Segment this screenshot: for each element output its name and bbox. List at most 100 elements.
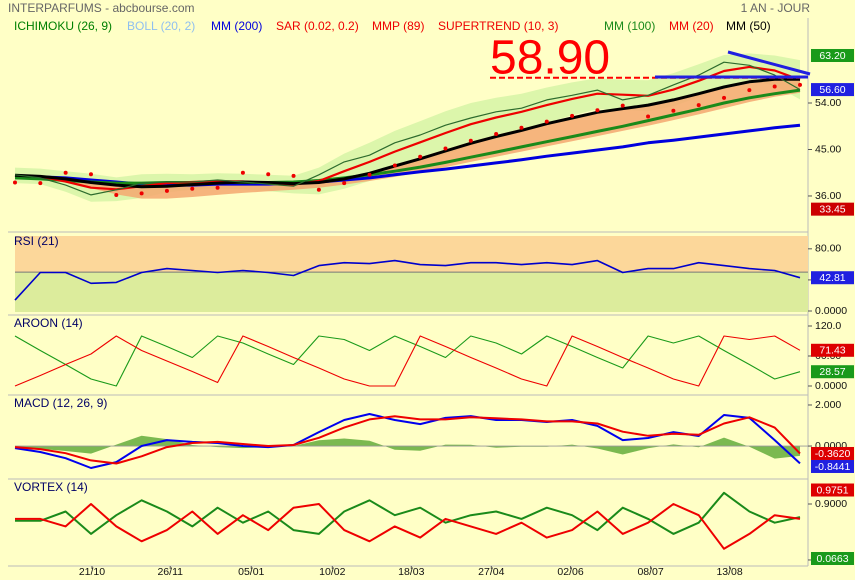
legend-entry: MM (50) bbox=[726, 19, 771, 33]
x-tick-label: 21/10 bbox=[79, 566, 105, 578]
value-box-label: 56.60 bbox=[819, 84, 845, 96]
sar-dot bbox=[215, 185, 220, 190]
y-tick-label: 54.00 bbox=[815, 97, 841, 109]
sar-dot bbox=[646, 114, 651, 119]
y-tick-label: 0.0000 bbox=[815, 380, 847, 392]
x-tick-label: 13/08 bbox=[716, 566, 742, 578]
sar-dot bbox=[240, 170, 245, 175]
header-period: 1 AN - JOUR bbox=[741, 1, 811, 15]
value-box bbox=[811, 343, 854, 357]
series-line bbox=[14, 335, 801, 387]
sar-dot bbox=[519, 125, 524, 130]
sar-dot bbox=[798, 82, 802, 87]
sar-dot bbox=[722, 95, 727, 100]
sar-dot bbox=[13, 180, 17, 185]
value-box-label: 71.43 bbox=[819, 345, 845, 357]
y-tick-label: 45.00 bbox=[815, 143, 841, 155]
sar-dot bbox=[494, 132, 499, 136]
sar-dot bbox=[316, 187, 321, 192]
x-tick-label: 02/06 bbox=[557, 566, 583, 578]
x-tick-label: 18/03 bbox=[398, 566, 424, 578]
y-tick-label: 2.000 bbox=[815, 399, 841, 411]
panel-title: AROON (14) bbox=[14, 316, 83, 330]
annotation-text: 58.90 bbox=[490, 31, 610, 84]
series-line bbox=[15, 503, 801, 550]
sar-dot bbox=[38, 181, 43, 186]
panel-title: RSI (21) bbox=[14, 234, 59, 248]
sar-dot bbox=[620, 103, 625, 108]
legend-entry: MM (20) bbox=[669, 19, 714, 33]
sar-dot bbox=[418, 154, 423, 159]
value-box bbox=[811, 446, 854, 460]
sar-dot bbox=[164, 188, 169, 193]
zone-lower bbox=[15, 272, 808, 312]
sar-dot bbox=[190, 186, 195, 191]
sar-dot bbox=[291, 173, 296, 178]
sar-dot bbox=[570, 113, 575, 118]
value-box-label: -0.3620 bbox=[815, 448, 851, 460]
value-box bbox=[811, 552, 854, 565]
series-line bbox=[14, 259, 801, 301]
panel-title: VORTEX (14) bbox=[14, 480, 88, 494]
sar-dot bbox=[696, 103, 701, 108]
value-box-label: 42.81 bbox=[819, 272, 845, 284]
series-line bbox=[14, 77, 800, 189]
sar-dot bbox=[443, 146, 448, 151]
value-box bbox=[811, 202, 854, 216]
zone-upper bbox=[15, 236, 808, 273]
legend-entry: MMP (89) bbox=[372, 19, 424, 33]
panel: 54.00 45.00 36.00 ICHIMOKU (26, 9) BOLL (20,… bbox=[13, 19, 854, 216]
header-title: INTERPARFUMS - abcbourse.com bbox=[8, 1, 195, 15]
value-box-label: 0.0663 bbox=[816, 553, 848, 565]
x-tick-label: 10/02 bbox=[319, 566, 345, 578]
sar-dot bbox=[392, 163, 397, 168]
value-box-label: -0.8441 bbox=[815, 461, 851, 473]
value-box bbox=[811, 459, 854, 473]
panel-title: MACD (12, 26, 9) bbox=[14, 396, 107, 410]
value-box-label: 0.9751 bbox=[816, 484, 848, 496]
sar-dot bbox=[63, 170, 68, 175]
sar-dot bbox=[367, 172, 372, 177]
y-tick-label: 0.9000 bbox=[815, 498, 847, 510]
y-tick-label: 80.00 bbox=[815, 243, 841, 255]
y-tick-label: 36.00 bbox=[815, 190, 841, 202]
legend-entry: MM (200) bbox=[211, 19, 262, 33]
y-tick-label: 0.0000 bbox=[815, 305, 847, 317]
sar-dot bbox=[595, 108, 600, 113]
legend-entry: BOLL (20, 2) bbox=[127, 19, 195, 33]
value-box bbox=[811, 365, 854, 379]
series-line bbox=[14, 415, 801, 465]
legend-entry: MM (100) bbox=[604, 19, 655, 33]
legend-entry: SUPERTREND (10, 3) bbox=[438, 19, 558, 33]
sar-dot bbox=[139, 191, 144, 196]
sar-dot bbox=[266, 172, 271, 177]
value-box-label: 28.57 bbox=[819, 366, 845, 378]
legend-entry: SAR (0.02, 0.2) bbox=[276, 19, 359, 33]
x-tick-label: 26/11 bbox=[157, 566, 183, 578]
legend-entry: ICHIMOKU (26, 9) bbox=[14, 19, 112, 33]
trend-line bbox=[727, 50, 811, 76]
value-box bbox=[811, 83, 854, 97]
band-fill bbox=[15, 53, 800, 202]
series-line bbox=[15, 491, 801, 535]
histogram-area bbox=[15, 435, 800, 459]
x-tick-label: 27/04 bbox=[478, 566, 504, 578]
sar-dot bbox=[772, 84, 777, 89]
sar-dot bbox=[114, 192, 119, 197]
value-box bbox=[811, 271, 854, 285]
value-box-label: 63.20 bbox=[819, 50, 845, 62]
series-line bbox=[14, 335, 801, 387]
value-box-label: 33.45 bbox=[819, 203, 845, 215]
x-tick-label: 08/07 bbox=[637, 566, 663, 578]
value-box bbox=[811, 483, 854, 497]
series-line bbox=[14, 61, 801, 196]
sar-dot bbox=[747, 88, 752, 93]
sar-dot bbox=[544, 119, 549, 124]
sar-dot bbox=[671, 108, 676, 113]
sar-dot bbox=[342, 181, 347, 186]
